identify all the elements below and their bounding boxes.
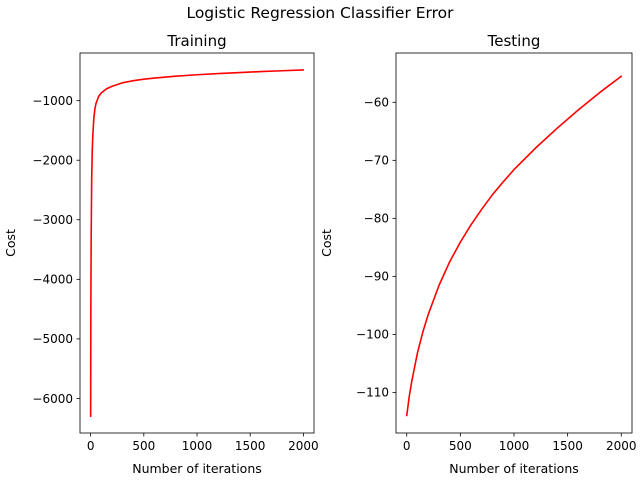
x-tick-label: 1000	[499, 439, 530, 453]
y-axis-label: Cost	[3, 229, 18, 257]
y-tick-label: −1000	[32, 94, 73, 108]
subplot-title: Training	[166, 32, 226, 50]
x-tick-label: 1000	[182, 439, 213, 453]
y-tick-label: −70	[364, 154, 389, 168]
x-tick-label: 1500	[235, 439, 266, 453]
x-tick-label: 0	[403, 439, 411, 453]
x-tick-label: 2000	[288, 439, 319, 453]
y-tick-label: −4000	[32, 273, 73, 287]
y-tick-label: −100	[356, 328, 389, 342]
subplot-1: 0 500 1000 1500 2000 −6000 −5000 −4000 −3000 −200…	[3, 32, 319, 476]
axes-frame	[395, 52, 633, 434]
series-line-1	[405, 75, 623, 417]
x-tick-label: 0	[87, 439, 95, 453]
x-axis-label: Number of iterations	[449, 461, 579, 476]
x-axis-label: Number of iterations	[132, 461, 262, 476]
x-tick-label: 500	[449, 439, 472, 453]
axes-frame	[79, 52, 315, 434]
y-tick-label: −60	[364, 96, 389, 110]
x-tick-label: 2000	[606, 439, 637, 453]
y-tick-label: −2000	[32, 154, 73, 168]
y-tick-label: −90	[364, 270, 389, 284]
figure-suptitle: Logistic Regression Classifier Error	[186, 4, 454, 22]
y-tick-label: −3000	[32, 213, 73, 227]
series-line-1	[89, 69, 305, 418]
y-tick-label: −80	[364, 212, 389, 226]
x-tick-label: 1500	[552, 439, 583, 453]
subplot-2: 0 500 1000 1500 2000 −110 −100 −90 −80 −70 −60 Test…	[319, 32, 637, 476]
x-tick-label: 500	[132, 439, 155, 453]
y-tick-label: −5000	[32, 332, 73, 346]
y-axis-label: Cost	[319, 229, 334, 257]
y-tick-label: −110	[356, 386, 389, 400]
subplot-title: Testing	[487, 32, 541, 50]
y-tick-label: −6000	[32, 392, 73, 406]
